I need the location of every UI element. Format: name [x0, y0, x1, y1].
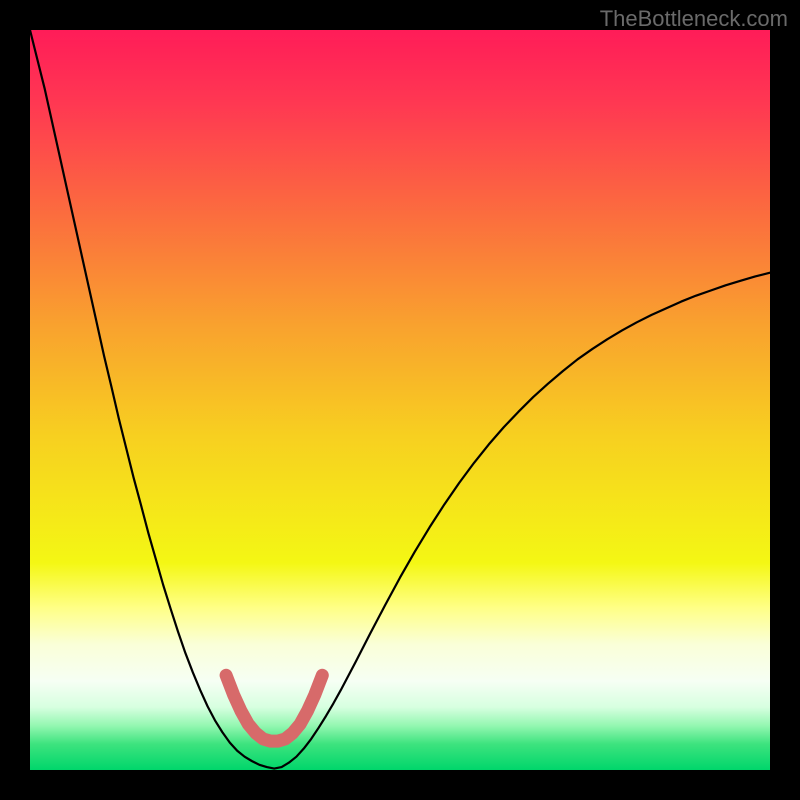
optimal-range-marker — [226, 675, 322, 741]
frame: TheBottleneck.com — [0, 0, 800, 800]
plot-area — [30, 30, 770, 770]
watermark-label: TheBottleneck.com — [600, 6, 788, 32]
bottleneck-curve-chart — [30, 30, 770, 770]
bottleneck-curve-left — [30, 30, 274, 769]
bottleneck-curve-right — [274, 273, 770, 769]
